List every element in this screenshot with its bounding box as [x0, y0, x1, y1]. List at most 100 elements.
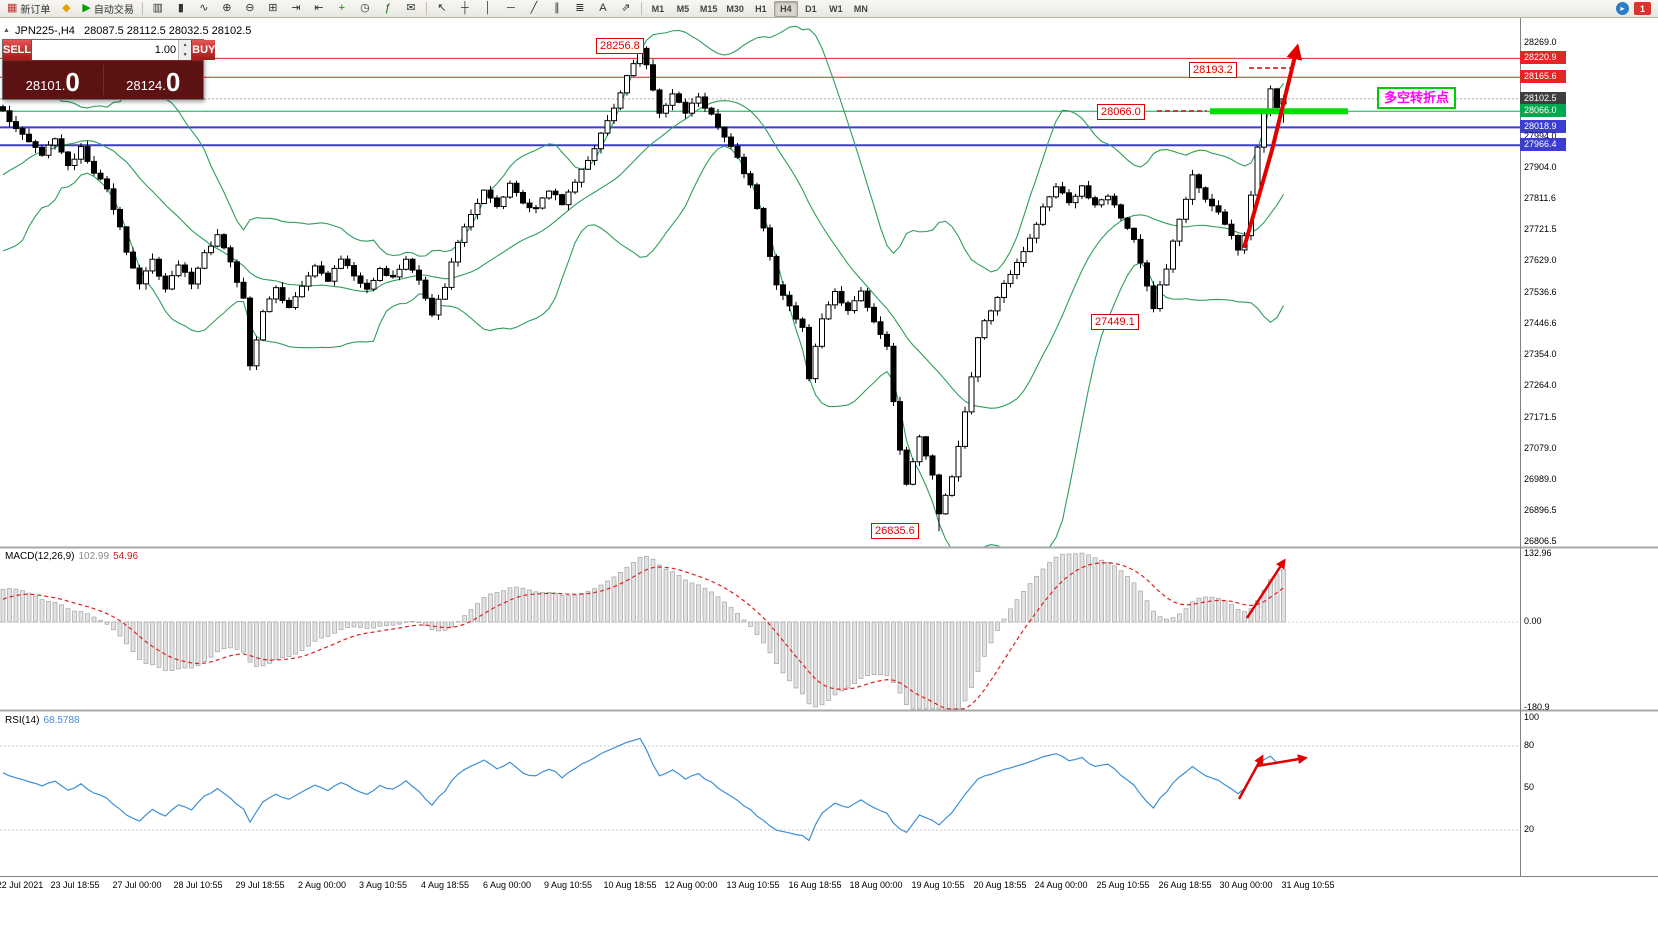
vertical-line-icon-glyph: │	[484, 2, 492, 14]
autotrading-button-label: 自动交易	[93, 5, 134, 16]
crosshair-icon[interactable]: ┼	[454, 1, 476, 17]
toolbar-separator	[141, 2, 143, 15]
price-axis-label: 27171.5	[1524, 411, 1557, 422]
tf-m15-button[interactable]: M15	[696, 1, 722, 17]
macd-signal-value: 54.96	[113, 551, 139, 562]
chart-shift-icon-glyph: ⇤	[314, 2, 324, 14]
time-axis[interactable]: 22 Jul 2021 23 Jul 18:55 27 Jul 00:00 28 Ju…	[0, 877, 1520, 895]
time-axis-label: 2 Aug 00:00	[297, 880, 347, 890]
buy-price[interactable]: 28124. 0	[104, 61, 204, 99]
templates-icon[interactable]: ✉	[400, 1, 422, 17]
price-label-pivot: 28066.0	[1097, 104, 1145, 120]
tf-h1-button-label: H1	[755, 3, 767, 14]
time-axis-label: 20 Aug 18:55	[973, 880, 1027, 890]
time-axis-label: 12 Aug 00:00	[664, 880, 718, 890]
price-axis-label: 26989.0	[1524, 473, 1557, 484]
price-tag-red: 28220.9	[1520, 51, 1566, 65]
notification-badge[interactable]: 1	[1634, 2, 1651, 15]
price-tag-blue: 28018.9	[1520, 120, 1566, 134]
rsi-title: RSI(14) 68.5788	[5, 715, 80, 726]
line-chart-icon[interactable]: ∿	[193, 1, 215, 17]
sell-price-big: 0	[65, 67, 80, 97]
auto-scroll-icon[interactable]: ⇥	[285, 1, 307, 17]
zoom-out-icon[interactable]: ⊖	[239, 1, 261, 17]
volume-down-button[interactable]: ▼	[179, 50, 192, 60]
symbol-info: JPN225-,H4 28087.5 28112.5 28032.5 28102…	[15, 25, 257, 37]
new-chart-icon[interactable]: +	[331, 1, 353, 17]
collapse-trade-panel-icon[interactable]: ▲	[3, 27, 10, 34]
chart-shift-icon[interactable]: ⇤	[308, 1, 330, 17]
profiles-icon[interactable]: ◷	[354, 1, 376, 17]
new-order-button-glyph: ▦	[7, 2, 18, 14]
price-axis[interactable]: 28269.0 28220.9 28165.6 28102.5 28066.0 28018…	[1520, 18, 1658, 877]
indicators-icon[interactable]: ƒ	[377, 1, 399, 17]
volume-input[interactable]	[32, 40, 179, 60]
indicator-axis-label: 132.96	[1524, 548, 1552, 558]
sell-price[interactable]: 28101. 0	[3, 61, 103, 99]
bar-chart-icon[interactable]: ▥	[147, 1, 169, 17]
community-icon[interactable]: ▸	[1616, 2, 1629, 15]
time-axis-label: 16 Aug 18:55	[788, 880, 842, 890]
trendline-icon[interactable]: ╱	[523, 1, 545, 17]
buy-button[interactable]: BUY	[192, 40, 216, 60]
channel-icon[interactable]: ∥	[546, 1, 568, 17]
volume-field: ▲ ▼	[31, 40, 193, 60]
time-axis-label: 4 Aug 18:55	[420, 880, 470, 890]
time-axis-label: 19 Aug 10:55	[911, 880, 965, 890]
rsi-value: 68.5788	[43, 715, 80, 726]
time-axis-label: 18 Aug 00:00	[849, 880, 903, 890]
rsi-layer	[0, 737, 1520, 842]
horizontal-line-icon[interactable]: ─	[500, 1, 522, 17]
price-axis-label: 26896.5	[1524, 505, 1557, 516]
tile-windows-icon[interactable]: ⊞	[262, 1, 284, 17]
autotrading-button[interactable]: ▶ 自动交易	[78, 1, 137, 17]
volume-up-button[interactable]: ▲	[179, 40, 192, 50]
indicator-axis-label: 0.00	[1524, 616, 1542, 626]
zoom-in-icon[interactable]: ⊕	[216, 1, 238, 17]
price-label-low: 26835.6	[871, 523, 919, 539]
tf-m5-button[interactable]: M5	[671, 1, 695, 17]
vertical-line-icon[interactable]: │	[477, 1, 499, 17]
macd-layer	[0, 552, 1520, 710]
tf-m1-button[interactable]: M1	[646, 1, 670, 17]
macd-name: MACD(12,26,9)	[5, 551, 75, 562]
fibonacci-icon-glyph: ≣	[575, 2, 585, 14]
sell-price-main: 28101.	[25, 78, 66, 93]
price-tag-red: 28165.6	[1520, 70, 1566, 84]
tf-h4-button-label: H4	[780, 3, 792, 14]
announcement-icon[interactable]: ◆	[55, 1, 77, 17]
price-axis-label: 28269.0	[1524, 37, 1557, 47]
arrows-tool-icon[interactable]: ⇗	[615, 1, 637, 17]
time-axis-label: 29 Jul 18:55	[235, 880, 285, 890]
fibonacci-icon[interactable]: ≣	[569, 1, 591, 17]
indicator-axis-label: 50	[1524, 782, 1535, 792]
indicator-axis-label: 20	[1524, 824, 1535, 834]
candlestick-chart-icon[interactable]: ▮	[170, 1, 192, 17]
price-axis-label: 27354.0	[1524, 349, 1557, 360]
one-click-trading-panel: SELL ▲ ▼ BUY 28101.0 28124.0	[2, 39, 216, 100]
price-axis-label: 27811.6	[1524, 193, 1556, 204]
time-axis-label: 25 Aug 10:55	[1096, 880, 1150, 890]
tf-h1-button[interactable]: H1	[749, 1, 773, 17]
cursor-icon[interactable]: ↖	[431, 1, 453, 17]
sell-button[interactable]: SELL	[3, 40, 32, 60]
trendline-icon-glyph: ╱	[530, 2, 538, 14]
tf-m15-button-label: M15	[699, 3, 718, 14]
new-order-button[interactable]: ▦ 新订单	[3, 1, 54, 17]
tf-m30-button-label: M30	[726, 3, 744, 14]
text-tool-icon[interactable]: A	[592, 1, 614, 17]
templates-icon-glyph: ✉	[406, 2, 416, 14]
tf-d1-button[interactable]: D1	[799, 1, 823, 17]
time-axis-label: 26 Aug 18:55	[1158, 880, 1212, 890]
tf-m5-button-label: M5	[676, 3, 690, 14]
time-axis-label: 10 Aug 18:55	[603, 880, 657, 890]
tf-m30-button[interactable]: M30	[722, 1, 748, 17]
tf-w1-button[interactable]: W1	[824, 1, 848, 17]
tf-h4-button[interactable]: H4	[773, 0, 798, 17]
cursor-icon-glyph: ↖	[437, 2, 447, 14]
new-chart-icon-glyph: +	[338, 2, 346, 14]
price-axis-label: 27904.0	[1524, 161, 1557, 172]
time-axis-label: 6 Aug 00:00	[482, 880, 532, 890]
tf-mn-button[interactable]: MN	[849, 1, 873, 17]
